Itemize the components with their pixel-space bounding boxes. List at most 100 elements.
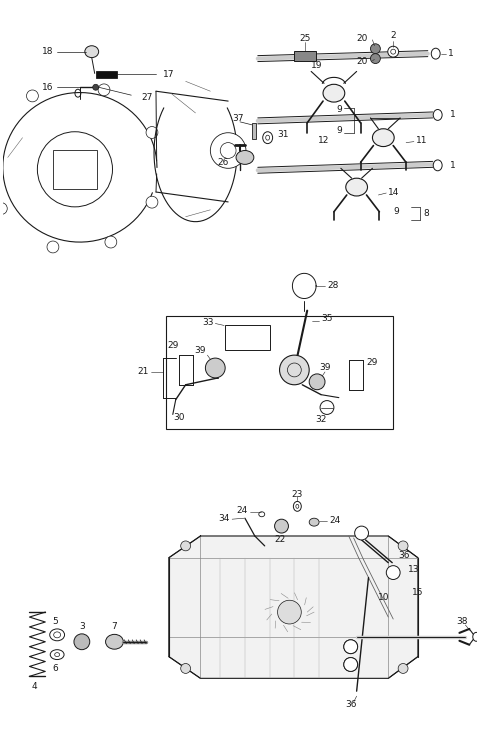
Text: 36: 36 — [398, 551, 409, 560]
Ellipse shape — [309, 518, 319, 526]
Text: 6: 6 — [52, 664, 58, 673]
Ellipse shape — [50, 629, 64, 641]
Text: 35: 35 — [321, 314, 333, 323]
Circle shape — [146, 126, 158, 138]
Text: 36: 36 — [345, 700, 357, 708]
Text: 12: 12 — [318, 136, 330, 145]
Text: 3: 3 — [79, 622, 85, 632]
Circle shape — [93, 84, 99, 90]
Text: 39: 39 — [319, 363, 331, 373]
Text: 18: 18 — [41, 48, 53, 56]
Text: 31: 31 — [277, 130, 289, 139]
Text: 24: 24 — [237, 506, 248, 515]
Text: 8: 8 — [424, 209, 430, 219]
Text: 34: 34 — [219, 514, 230, 523]
Text: B: B — [391, 569, 396, 575]
Bar — [225, 325, 270, 350]
Text: 9: 9 — [393, 208, 399, 216]
Circle shape — [320, 401, 334, 414]
Circle shape — [288, 364, 303, 380]
Text: A: A — [348, 644, 353, 650]
Ellipse shape — [388, 46, 399, 57]
Circle shape — [0, 202, 7, 214]
Text: 9: 9 — [336, 105, 342, 115]
Ellipse shape — [346, 178, 368, 196]
Text: 21: 21 — [138, 368, 149, 376]
Text: 23: 23 — [292, 490, 303, 499]
Text: 19: 19 — [312, 61, 323, 70]
Ellipse shape — [431, 48, 440, 59]
Text: 11: 11 — [416, 136, 427, 145]
Bar — [53, 150, 96, 189]
Circle shape — [398, 664, 408, 673]
Text: 7: 7 — [111, 622, 117, 632]
Text: B: B — [348, 662, 353, 667]
Text: 9: 9 — [336, 126, 342, 135]
Text: B: B — [348, 662, 353, 667]
Text: 26: 26 — [217, 158, 229, 167]
Text: 2: 2 — [390, 31, 396, 40]
Ellipse shape — [50, 650, 64, 659]
Ellipse shape — [259, 512, 264, 517]
Ellipse shape — [433, 160, 442, 171]
Ellipse shape — [293, 501, 301, 511]
Text: 13: 13 — [408, 565, 420, 574]
Circle shape — [309, 374, 325, 390]
Circle shape — [277, 600, 301, 624]
Bar — [294, 50, 316, 61]
Text: 1: 1 — [447, 49, 453, 58]
Polygon shape — [169, 536, 418, 678]
Text: 1: 1 — [450, 110, 456, 119]
Text: 27: 27 — [141, 93, 153, 102]
Circle shape — [275, 519, 288, 533]
Bar — [96, 72, 118, 78]
Circle shape — [180, 664, 191, 673]
Ellipse shape — [236, 151, 254, 164]
Circle shape — [279, 355, 309, 385]
Bar — [252, 123, 256, 139]
Text: 25: 25 — [300, 34, 311, 43]
Text: 30: 30 — [173, 413, 184, 422]
Text: 28: 28 — [327, 281, 338, 290]
Ellipse shape — [433, 110, 442, 121]
Circle shape — [344, 640, 358, 654]
Text: 5: 5 — [52, 616, 58, 626]
Text: 29: 29 — [367, 357, 378, 366]
Circle shape — [98, 84, 110, 96]
Text: 39: 39 — [195, 346, 206, 355]
Text: 16: 16 — [41, 83, 53, 92]
Circle shape — [344, 658, 358, 671]
Circle shape — [74, 634, 90, 650]
Ellipse shape — [106, 635, 123, 649]
Text: A: A — [359, 530, 364, 536]
Text: A: A — [361, 530, 366, 536]
Text: 24: 24 — [329, 515, 340, 525]
Ellipse shape — [85, 46, 99, 58]
Circle shape — [180, 541, 191, 551]
Text: 33: 33 — [202, 318, 213, 327]
Text: 38: 38 — [456, 618, 468, 626]
Text: 4: 4 — [32, 682, 37, 691]
Text: 37: 37 — [232, 114, 244, 124]
Text: 22: 22 — [274, 535, 285, 545]
Circle shape — [386, 566, 400, 580]
Text: 1: 1 — [450, 161, 456, 170]
Text: 20: 20 — [356, 34, 367, 43]
Text: A: A — [348, 644, 353, 650]
Text: 29: 29 — [167, 341, 179, 349]
Circle shape — [105, 236, 117, 248]
Ellipse shape — [263, 132, 273, 143]
Circle shape — [371, 53, 380, 64]
Text: 14: 14 — [388, 188, 400, 197]
Circle shape — [344, 658, 358, 671]
Circle shape — [371, 44, 380, 53]
Ellipse shape — [473, 632, 480, 641]
Circle shape — [47, 241, 59, 253]
Bar — [166, 316, 393, 429]
Circle shape — [398, 541, 408, 551]
Text: 15: 15 — [412, 588, 424, 596]
Text: 17: 17 — [163, 70, 174, 79]
Circle shape — [355, 526, 369, 540]
Text: 20: 20 — [356, 57, 367, 66]
Circle shape — [26, 90, 38, 102]
